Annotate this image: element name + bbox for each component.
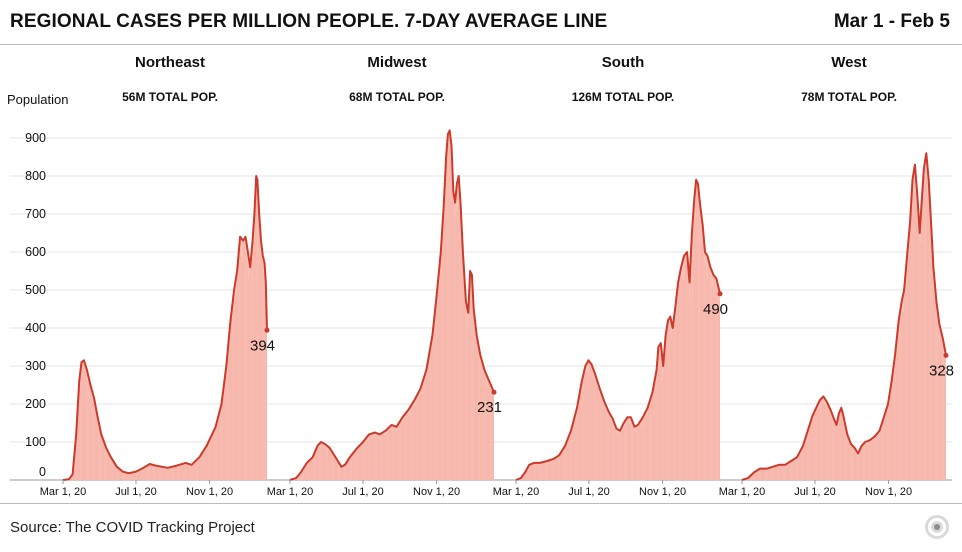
y-tick-label: 400 [25, 321, 46, 335]
average-line [289, 129, 495, 481]
chart-footer: Source: The COVID Tracking Project [0, 503, 962, 552]
date-range: Mar 1 - Feb 5 [833, 11, 950, 32]
region-population: 68M TOTAL POP. [349, 90, 445, 104]
population-label: Population [7, 92, 69, 107]
y-tick-label: 200 [25, 397, 46, 411]
x-tick-label: Jul 1, 20 [342, 486, 384, 498]
region-panel-south: South 126M TOTAL POP. 490 Mar 1, 20 Jul 1, 2… [493, 54, 728, 498]
x-tick-label: Nov 1, 20 [639, 486, 686, 498]
x-tick-label: Nov 1, 20 [413, 486, 460, 498]
average-line [741, 152, 947, 481]
covid-tracking-logo-icon [925, 515, 949, 539]
end-value-label: 490 [703, 301, 728, 318]
x-tick-label: Mar 1, 20 [493, 486, 539, 498]
x-tick-label: Mar 1, 20 [719, 486, 765, 498]
average-line [515, 178, 721, 481]
regional-cases-chart: 0 100 200 300 400 500 600 700 800 900 Northeast 56M… [10, 54, 954, 498]
y-tick-label: 600 [25, 245, 46, 259]
y-tick-label: 300 [25, 359, 46, 373]
chart-title: REGIONAL CASES PER MILLION PEOPLE. 7-DAY… [10, 11, 608, 32]
end-value-label: 231 [477, 399, 502, 416]
y-tick-label: 800 [25, 169, 46, 183]
x-tick-label: Jul 1, 20 [794, 486, 836, 498]
region-panel-northeast: Northeast 56M TOTAL POP. 394 Mar 1, 20 Jul 1… [40, 54, 275, 498]
region-panel-midwest: Midwest 68M TOTAL POP. 231 Mar 1, 20 Jul 1, … [267, 54, 502, 498]
chart-header: REGIONAL CASES PER MILLION PEOPLE. 7-DAY… [0, 0, 962, 45]
region-name: West [831, 54, 867, 71]
x-tick-label: Mar 1, 20 [40, 486, 86, 498]
region-name: Northeast [135, 54, 205, 71]
end-point [717, 291, 723, 297]
end-value-label: 328 [929, 362, 954, 379]
end-value-label: 394 [250, 337, 275, 354]
source-note: Source: The COVID Tracking Project [10, 519, 255, 536]
x-tick-label: Jul 1, 20 [568, 486, 610, 498]
y-tick-label: 0 [39, 465, 46, 479]
region-population: 56M TOTAL POP. [122, 90, 218, 104]
x-tick-label: Nov 1, 20 [186, 486, 233, 498]
region-name: Midwest [367, 54, 426, 71]
end-point [491, 389, 497, 395]
end-point [264, 327, 270, 333]
y-tick-label: 500 [25, 283, 46, 297]
region-name: South [602, 54, 645, 71]
x-tick-label: Jul 1, 20 [115, 486, 157, 498]
end-point [943, 352, 949, 358]
region-population: 78M TOTAL POP. [801, 90, 897, 104]
x-tick-label: Nov 1, 20 [865, 486, 912, 498]
y-tick-label: 100 [25, 435, 46, 449]
y-tick-label: 900 [25, 131, 46, 145]
region-panel-west: West 78M TOTAL POP. 328 Mar 1, 20 Jul 1, 20 N… [719, 54, 954, 498]
x-tick-label: Mar 1, 20 [267, 486, 313, 498]
average-line [62, 175, 268, 481]
region-population: 126M TOTAL POP. [572, 90, 674, 104]
y-tick-label: 700 [25, 207, 46, 221]
